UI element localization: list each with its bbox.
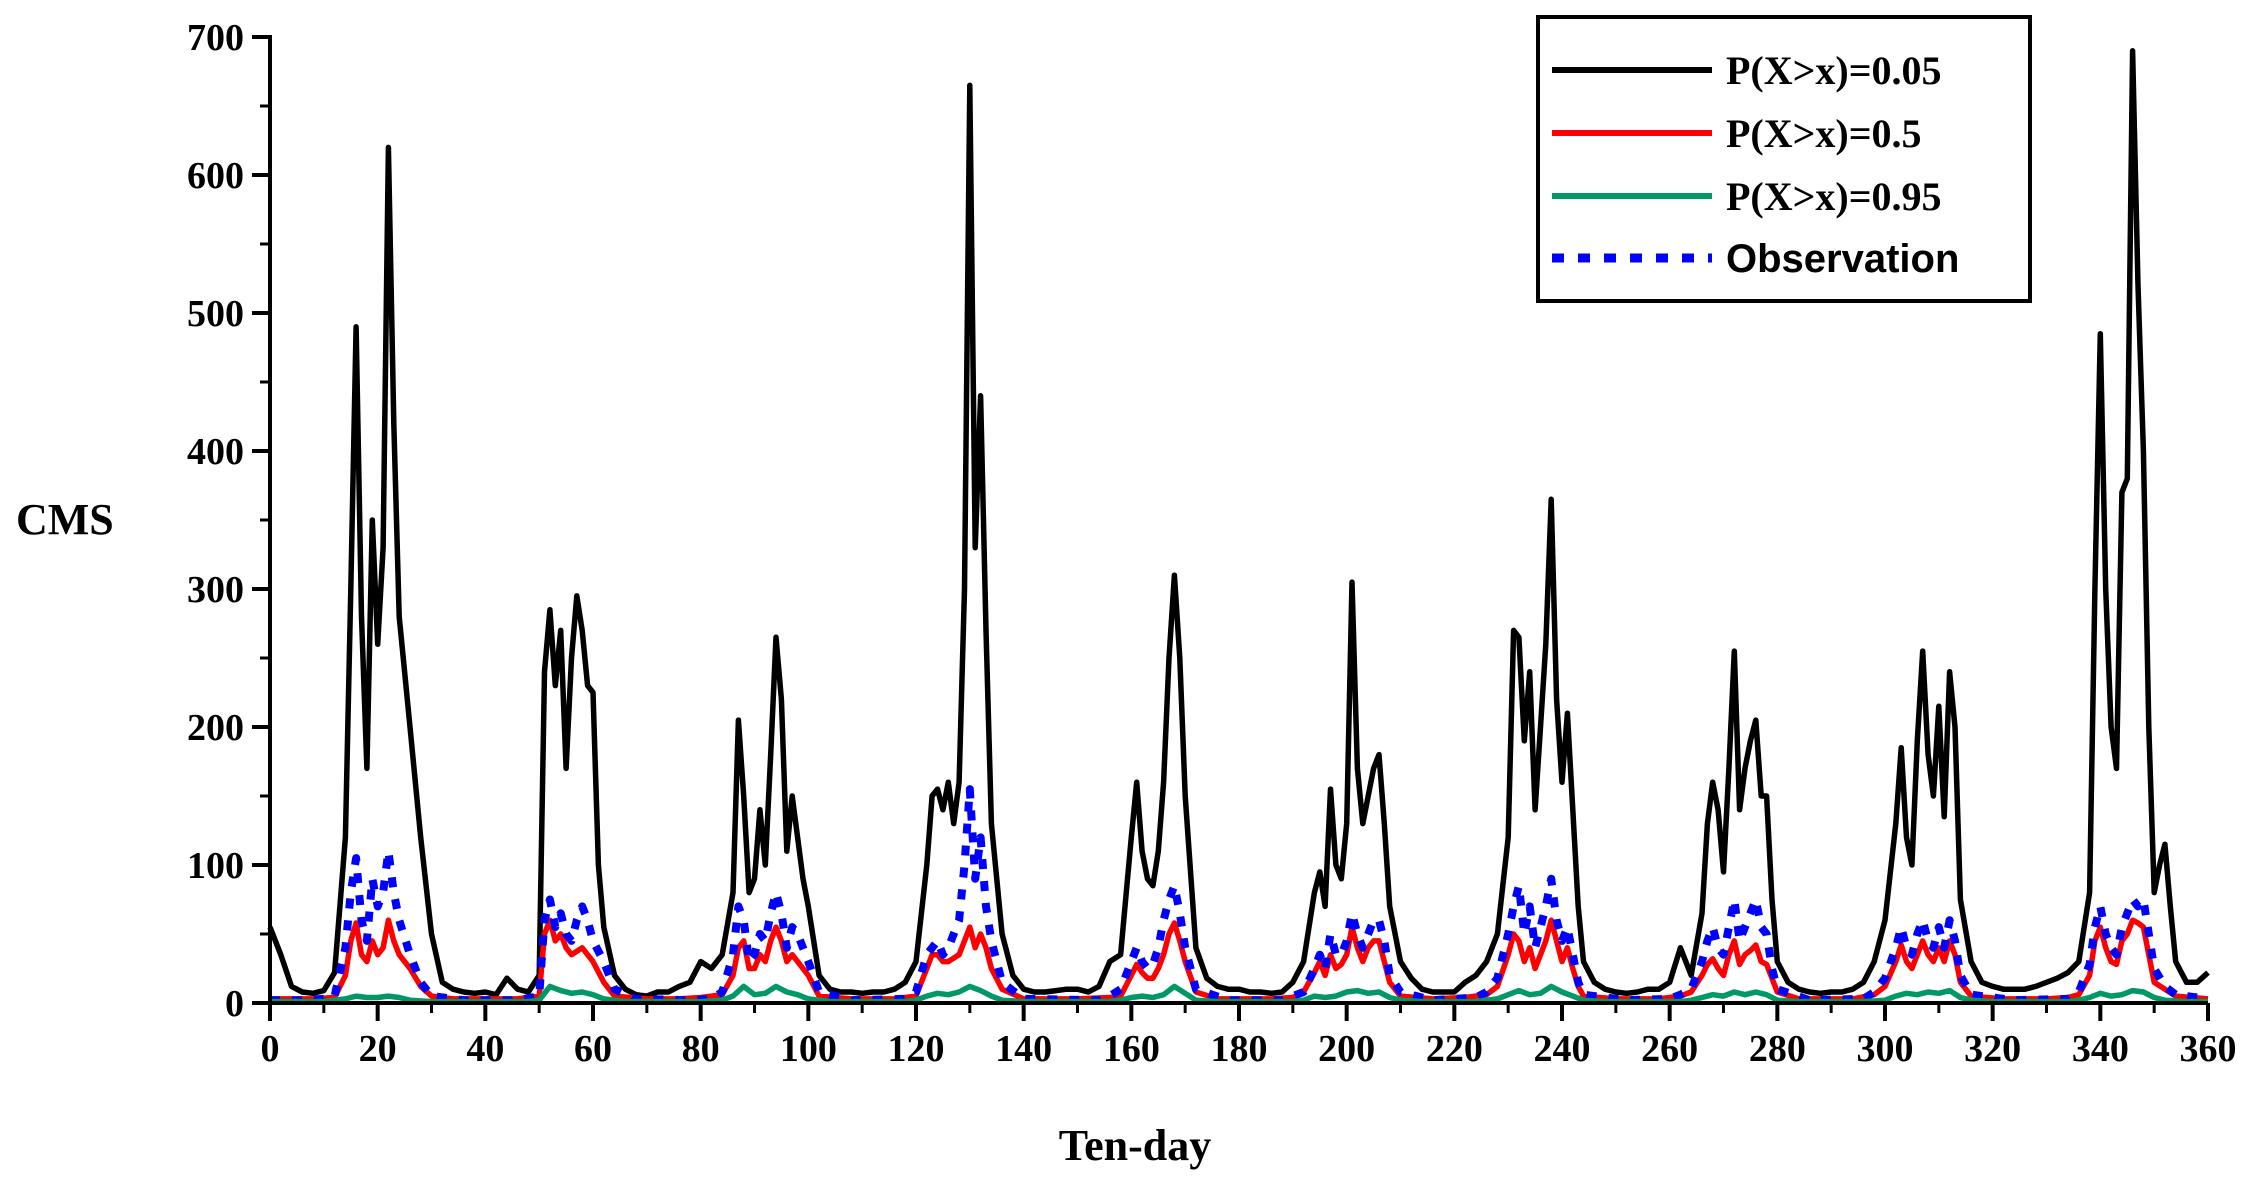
y-tick-label-600: 600: [187, 155, 244, 197]
x-tick-label-0: 0: [261, 1028, 280, 1070]
legend-label-p095: P(X>x)=0.95: [1726, 174, 1942, 219]
series-line-1: [267, 48, 2210, 999]
legend-box: [1536, 15, 2032, 303]
y-tick-label-300: 300: [187, 569, 244, 611]
y-axis-title: CMS: [16, 495, 114, 544]
x-tick-label-320: 320: [1964, 1028, 2021, 1070]
y-tick-label-500: 500: [187, 293, 244, 335]
x-tick-label-200: 200: [1318, 1028, 1375, 1070]
x-tick-label-260: 260: [1641, 1028, 1698, 1070]
x-tick-label-60: 60: [574, 1028, 612, 1070]
series-line-3: [270, 983, 2208, 1005]
legend-label-p05: P(X>x)=0.5: [1726, 111, 1922, 156]
x-tick-label-160: 160: [1103, 1028, 1160, 1070]
y-tick-label-0: 0: [225, 983, 244, 1025]
x-axis-title: Ten-day: [1059, 1121, 1211, 1170]
series-layer: [267, 48, 2210, 1005]
legend-label-observation: Observation: [1726, 237, 1959, 281]
x-tick-label-120: 120: [888, 1028, 945, 1070]
x-tick-label-80: 80: [682, 1028, 720, 1070]
x-tick-label-180: 180: [1211, 1028, 1268, 1070]
y-tick-label-400: 400: [187, 431, 244, 473]
y-tick-label-200: 200: [187, 707, 244, 749]
x-tick-label-240: 240: [1534, 1028, 1591, 1070]
x-tick-label-280: 280: [1749, 1028, 1806, 1070]
x-tick-label-220: 220: [1426, 1028, 1483, 1070]
y-tick-label-100: 100: [187, 845, 244, 887]
x-tick-label-100: 100: [780, 1028, 837, 1070]
legend: P(X>x)=0.05 P(X>x)=0.5 P(X>x)=0.95 Obser…: [1536, 15, 2032, 303]
x-tick-label-20: 20: [359, 1028, 397, 1070]
x-tick-label-40: 40: [466, 1028, 504, 1070]
series-line-4: [270, 785, 2209, 1005]
legend-label-p005: P(X>x)=0.05: [1726, 48, 1942, 93]
ticks-layer: 0 20 40 60 80 100 120 140 160 180 200 220 240 260 280 3…: [187, 17, 2237, 1070]
series-line-2: [270, 917, 2209, 1002]
x-tick-label-340: 340: [2072, 1028, 2129, 1070]
x-tick-label-360: 360: [2180, 1028, 2237, 1070]
y-tick-label-700: 700: [187, 17, 244, 59]
x-tick-label-300: 300: [1857, 1028, 1914, 1070]
x-tick-label-140: 140: [995, 1028, 1052, 1070]
